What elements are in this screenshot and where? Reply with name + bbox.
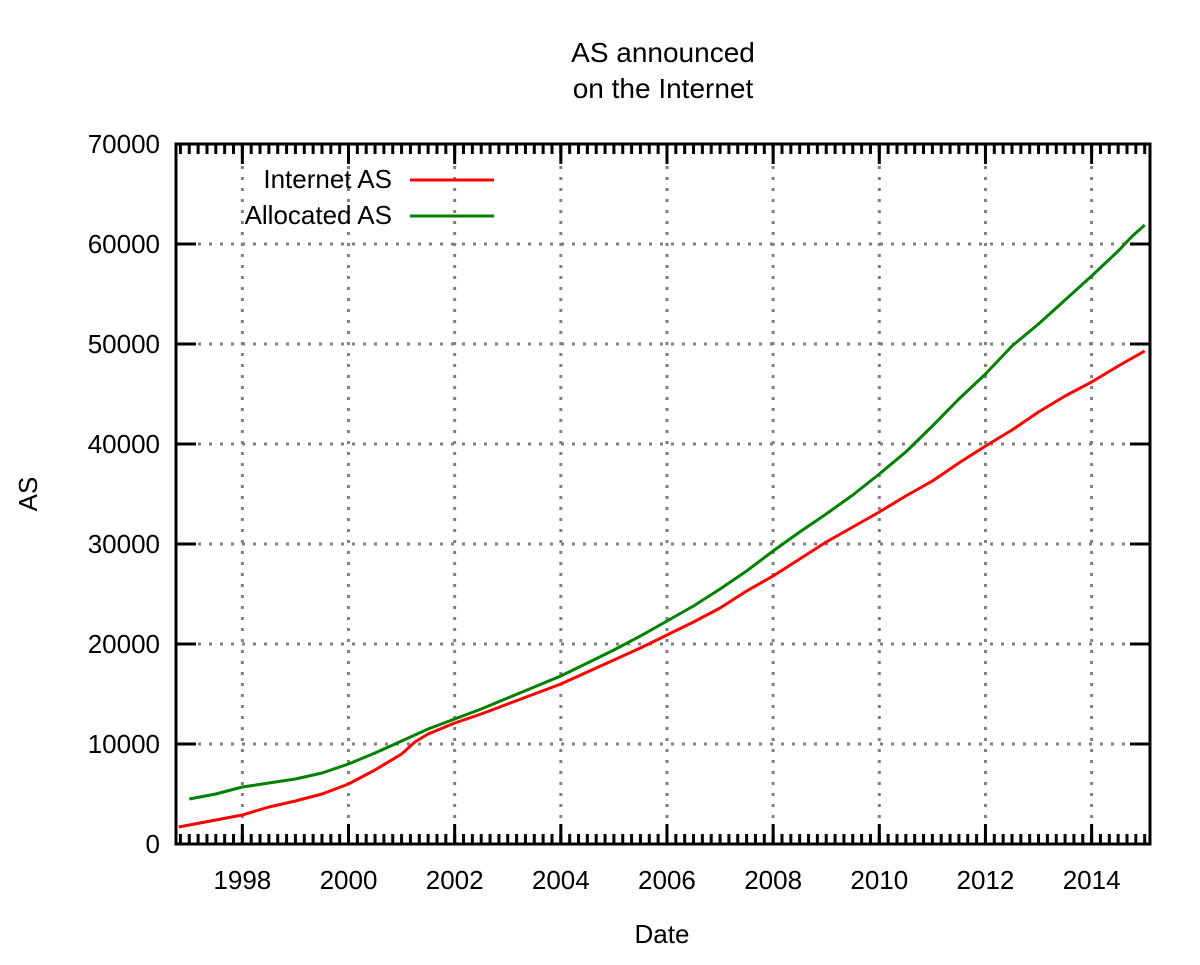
y-tick-label: 20000 (88, 629, 160, 659)
x-tick-label: 2008 (744, 865, 802, 895)
tick-layer (176, 142, 1150, 846)
series-line-internet-as (178, 349, 1146, 829)
x-tick-label: 1998 (213, 865, 271, 895)
x-tick-label: 2006 (638, 865, 696, 895)
x-tick-label: 2002 (426, 865, 484, 895)
chart-title-line-2: on the Internet (573, 73, 754, 104)
series-layer (178, 223, 1146, 829)
legend-label-internet-as: Internet AS (263, 164, 392, 194)
y-tick-label: 30000 (88, 529, 160, 559)
x-tick-labels: 1998 2000 2002 2004 2006 2008 2010 2012 2014 (213, 865, 1120, 895)
series-line-allocated-as (189, 223, 1146, 801)
plot-frame (174, 142, 1152, 846)
chart-title-line-1: AS announced (571, 37, 755, 68)
legend: Internet AS Allocated AS (245, 164, 494, 230)
y-tick-label: 40000 (88, 429, 160, 459)
x-tick-label: 2010 (850, 865, 908, 895)
x-tick-label: 2000 (320, 865, 378, 895)
x-axis-label: Date (635, 919, 690, 949)
y-tick-label: 60000 (88, 229, 160, 259)
y-tick-labels: 0 10000 20000 30000 40000 50000 60000 70000 (88, 129, 160, 859)
y-tick-label: 0 (146, 829, 160, 859)
y-tick-label: 10000 (88, 729, 160, 759)
y-axis-label: AS (13, 477, 43, 512)
y-tick-label: 70000 (88, 129, 160, 159)
x-tick-label: 2012 (957, 865, 1015, 895)
x-tick-label: 2004 (532, 865, 590, 895)
legend-label-allocated-as: Allocated AS (245, 200, 392, 230)
y-tick-label: 50000 (88, 329, 160, 359)
x-tick-label: 2014 (1063, 865, 1121, 895)
grid-layer (176, 144, 1150, 844)
